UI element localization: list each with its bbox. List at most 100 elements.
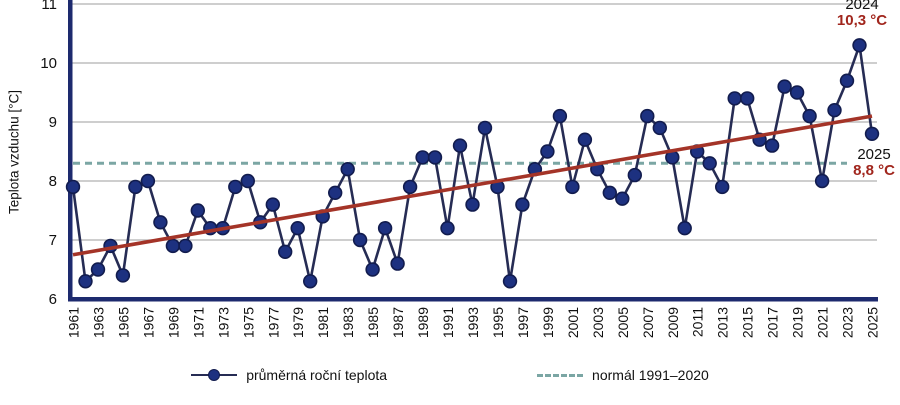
x-tick-label: 1983 [340,307,356,338]
x-tick-label: 1997 [515,307,531,338]
temperature-series-points [65,38,880,289]
x-tick-labels: 1961 1963 1965 1967 1969 1971 1973 1975 1977 1979… [66,307,881,338]
annotation-2025-year: 2025 [857,146,891,163]
x-tick-label: 2023 [840,307,856,338]
x-tick-label: 1989 [415,307,431,338]
data-point [477,120,493,136]
annotation-2024-year: 2024 [845,0,879,13]
data-point [240,173,256,189]
data-point [352,232,368,248]
legend-item-normal: normál 1991–2020 [537,367,709,383]
x-tick-label: 1975 [240,307,256,338]
x-tick-label: 2009 [665,307,681,338]
data-point [677,221,692,236]
annotation-2025-value: 8,8 °C [853,161,895,179]
x-tick-label: 2019 [790,307,806,338]
data-point [402,179,418,195]
data-point [839,73,855,88]
svg-text:8: 8 [49,173,57,190]
data-point [265,197,280,212]
data-point [565,179,580,195]
data-point [764,138,780,153]
data-point [452,138,468,153]
data-point [640,108,655,124]
legend-series-label: průměrná roční teplota [246,367,388,383]
x-tick-label: 1987 [390,307,406,338]
data-point [303,274,318,289]
x-tick-label: 1981 [315,307,331,338]
data-point [78,274,93,289]
x-tick-label: 1985 [365,307,381,338]
data-point [502,274,518,289]
data-point [415,150,430,165]
data-point [615,191,630,206]
annotation-2024: 2024 10,3 °C [827,0,897,29]
x-tick-label: 1979 [290,307,306,338]
x-tick-label: 2025 [865,307,881,338]
x-tick-label: 1977 [265,307,281,338]
data-point [814,173,830,189]
x-tick-label: 1973 [215,307,231,338]
data-point [727,91,742,106]
data-point [552,108,568,124]
data-point [365,262,380,277]
y-axis-title: Teplota vzduchu [°C] [6,90,22,214]
x-tick-label: 1995 [490,307,506,338]
data-point [128,179,143,195]
svg-text:11: 11 [41,0,57,13]
x-tick-label: 2007 [640,307,656,338]
data-point [852,38,867,53]
legend-normal-marker-icon [537,373,584,377]
data-point [577,132,593,147]
chart-legend: průměrná roční teplota normál 1991–2020 [0,367,900,383]
data-point [278,244,293,260]
gridlines [72,3,877,300]
x-tick-label: 1965 [115,307,131,338]
svg-text:6: 6 [49,291,57,308]
svg-text:10: 10 [40,55,57,72]
x-tick-label: 2011 [690,307,706,337]
data-point [465,197,480,212]
x-tick-label: 1971 [190,307,206,338]
data-point [739,91,755,106]
data-point [702,156,717,171]
data-point [777,79,792,94]
data-point [602,185,617,201]
legend-series-marker-icon [191,369,238,381]
data-point [153,215,168,230]
trend-line [72,114,873,257]
data-point [714,179,730,195]
data-point [178,238,193,254]
data-point [165,238,181,254]
data-point [802,108,817,124]
data-point [65,179,81,195]
data-point [115,268,131,283]
data-point [90,262,106,277]
data-point [427,150,443,165]
annotation-2024-value: 10,3 °C [836,11,888,29]
svg-text:7: 7 [49,232,57,249]
y-tick-labels: 6 7 8 9 10 11 [40,0,57,308]
x-tick-label: 2005 [615,307,631,338]
plot-frame [68,0,878,302]
legend-item-series: průměrná roční teplota [191,367,387,383]
data-point [627,167,642,183]
data-point [290,221,305,236]
x-tick-label: 2001 [565,307,581,338]
data-point [140,173,156,189]
data-point [864,126,880,142]
data-point [390,256,405,271]
x-tick-label: 1963 [90,307,106,338]
data-point [827,102,842,118]
legend-normal-label: normál 1991–2020 [592,367,709,383]
data-point [440,221,455,236]
x-tick-label: 2017 [765,307,781,338]
data-point [340,162,355,177]
x-tick-label: 1993 [465,307,481,338]
annotation-2025: 2025 8,8 °C [847,147,900,179]
data-point [328,185,343,201]
x-tick-label: 1991 [440,307,456,338]
data-point [515,197,530,212]
